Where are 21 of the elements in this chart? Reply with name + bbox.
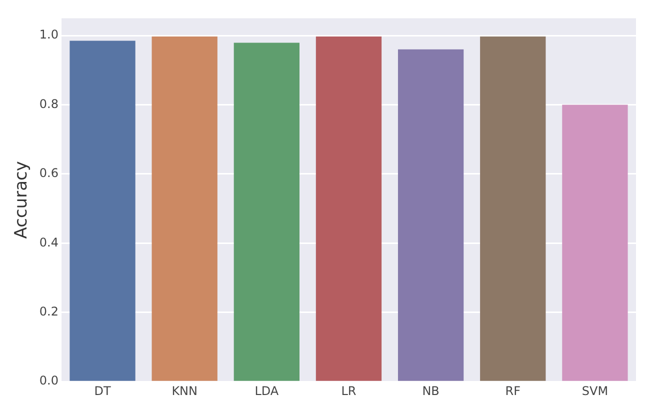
y-tick-label: 0.6 bbox=[39, 166, 58, 180]
bar bbox=[562, 104, 628, 381]
y-tick-label: 1.0 bbox=[39, 28, 58, 42]
y-tick-label: 0.0 bbox=[39, 374, 58, 388]
bar bbox=[152, 36, 218, 381]
x-tick-label: SVM bbox=[582, 384, 608, 398]
x-tick-label: RF bbox=[505, 384, 521, 398]
x-tick-label: NB bbox=[422, 384, 440, 398]
x-tick-label: KNN bbox=[172, 384, 198, 398]
bar bbox=[234, 42, 300, 381]
bar bbox=[70, 40, 136, 381]
y-tick-label: 0.8 bbox=[39, 96, 58, 111]
bar bbox=[316, 36, 382, 381]
bar bbox=[398, 49, 464, 381]
y-axis-title: Accuracy bbox=[12, 161, 32, 239]
y-tick-label: 0.4 bbox=[39, 235, 58, 250]
y-tick-label: 0.2 bbox=[39, 304, 58, 319]
x-tick-label: LDA bbox=[254, 384, 280, 398]
x-tick-label: DT bbox=[94, 384, 112, 398]
bar bbox=[480, 36, 546, 381]
x-tick-label: LR bbox=[341, 384, 356, 398]
